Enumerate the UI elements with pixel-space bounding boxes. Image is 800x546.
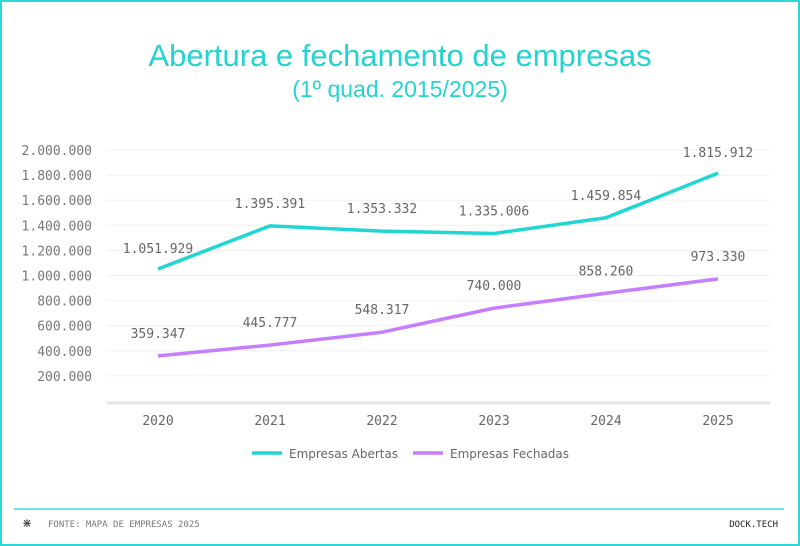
- x-tick-label: 2022: [366, 414, 397, 429]
- asterisk-icon: ⋇: [22, 516, 33, 530]
- chart-title: Abertura e fechamento de empresas: [148, 38, 652, 73]
- source-note: FONTE: MAPA DE EMPRESAS 2025: [48, 520, 200, 530]
- data-label: 1.051.929: [123, 242, 193, 257]
- data-label: 1.353.332: [347, 202, 417, 217]
- series-line-abertas: [157, 171, 719, 271]
- data-label: 445.777: [243, 316, 298, 331]
- y-tick-label: 400.000: [37, 345, 92, 360]
- y-tick-label: 1.000.000: [22, 270, 92, 285]
- brand-logo: DOCK.TECH: [729, 520, 778, 530]
- data-label: 1.335.006: [459, 204, 529, 219]
- footer-divider: [14, 508, 784, 510]
- chart-subtitle: (1º quad. 2015/2025): [292, 76, 508, 102]
- data-label: 359.347: [131, 327, 186, 342]
- x-tick-label: 2020: [142, 414, 173, 429]
- data-label: 1.395.391: [235, 197, 305, 212]
- series-line-fechadas: [157, 277, 719, 358]
- y-tick-label: 1.200.000: [22, 244, 92, 259]
- data-label: 548.317: [355, 303, 410, 318]
- legend-label: Empresas Fechadas: [450, 447, 569, 461]
- x-tick-label: 2023: [478, 414, 509, 429]
- y-tick-label: 200.000: [37, 370, 92, 385]
- x-tick-label: 2024: [590, 414, 621, 429]
- y-tick-label: 2.000.000: [22, 144, 92, 159]
- y-tick-label: 800.000: [37, 295, 92, 310]
- data-label: 1.815.912: [683, 146, 753, 161]
- legend-label: Empresas Abertas: [289, 447, 398, 461]
- data-label: 858.260: [579, 264, 634, 279]
- y-tick-label: 1.600.000: [22, 194, 92, 209]
- x-tick-label: 2025: [702, 414, 733, 429]
- data-label: 740.000: [467, 279, 522, 294]
- y-tick-label: 1.800.000: [22, 169, 92, 184]
- y-tick-label: 1.400.000: [22, 219, 92, 234]
- data-label: 973.330: [691, 250, 746, 265]
- x-tick-label: 2021: [254, 414, 285, 429]
- data-label: 1.459.854: [571, 189, 642, 204]
- y-tick-label: 600.000: [37, 320, 92, 335]
